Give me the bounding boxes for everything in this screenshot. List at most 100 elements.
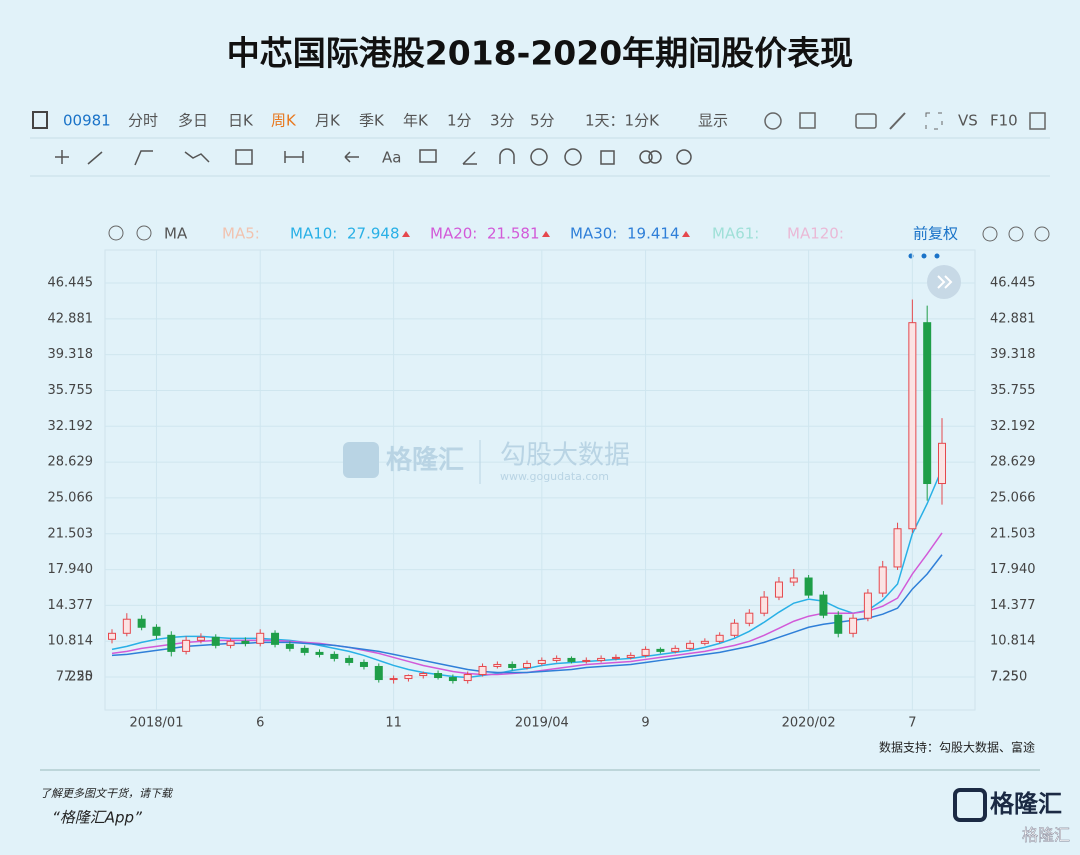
fullscreen-icon[interactable]	[925, 112, 943, 130]
candle-body	[285, 643, 294, 649]
y-tick-label-right: 32.192	[990, 419, 1036, 434]
candle-body	[523, 662, 531, 668]
y-tick-label-right: 17.940	[990, 562, 1036, 577]
candle-body	[908, 322, 917, 530]
delete-tool[interactable]	[600, 150, 615, 165]
legend-value: 21.581	[487, 225, 540, 243]
comment-tool[interactable]	[419, 149, 437, 163]
candle-body	[774, 581, 783, 598]
toolbar-item[interactable]: 分时	[128, 112, 158, 130]
toolbar-item[interactable]: 日K	[228, 112, 254, 130]
toolbar-item[interactable]: 月K	[315, 112, 341, 130]
candle-body	[300, 647, 309, 653]
candle-body	[241, 640, 250, 644]
zoom-out-icon[interactable]	[1008, 226, 1024, 242]
toolbar-item[interactable]: 3分	[490, 112, 515, 130]
lock-tool[interactable]	[530, 148, 548, 166]
candle-body	[582, 659, 591, 662]
promo: 了解更多图文干货，请下载	[40, 787, 174, 800]
ma-faded: MA120:	[787, 225, 844, 243]
legend-arrow	[402, 231, 410, 237]
candle-body	[923, 322, 932, 485]
candle-body	[434, 673, 443, 679]
candle-body	[597, 657, 606, 661]
candle-body	[656, 648, 665, 652]
y-tick-label: 7.25	[64, 670, 93, 685]
x-tick-label: 9	[641, 716, 649, 731]
move-tool[interactable]	[55, 150, 69, 164]
settings-icon[interactable]	[764, 112, 782, 130]
legend-value: 27.948	[347, 225, 400, 243]
scroll-arrow	[937, 275, 953, 289]
panel-icon[interactable]	[1029, 112, 1046, 130]
candle-body	[641, 648, 650, 656]
candle-body	[345, 657, 354, 663]
candle-body	[834, 614, 843, 634]
candle-body	[878, 566, 887, 594]
candle-body	[700, 640, 709, 644]
toolbar-item[interactable]: 1分	[447, 112, 472, 130]
hide-tool[interactable]	[564, 148, 582, 166]
box-icon[interactable]	[799, 112, 816, 129]
toolbar-item[interactable]: 5分	[530, 112, 555, 130]
camera-icon[interactable]	[855, 113, 877, 129]
y-tick-label: 46.445	[48, 276, 94, 291]
candle-body	[211, 636, 220, 646]
close-icon[interactable]	[136, 225, 152, 241]
pen-icon[interactable]	[889, 112, 906, 130]
panel-icon[interactable]	[32, 111, 48, 129]
settings-icon[interactable]	[108, 225, 124, 241]
candle-body	[152, 626, 161, 636]
x-tick-label: 11	[385, 716, 402, 731]
zoom-in-icon[interactable]	[1034, 226, 1050, 242]
candle-body	[271, 632, 280, 645]
y-tick-label-right: 42.881	[990, 311, 1036, 326]
arrow-tool[interactable]	[344, 151, 359, 163]
stock-code[interactable]: 00981	[63, 112, 111, 130]
toolbar-item[interactable]: 季K	[359, 112, 385, 130]
y-tick-label: 17.940	[48, 562, 94, 577]
adjust-toggle[interactable]: 前复权	[913, 225, 958, 243]
candle-body	[404, 675, 413, 680]
y-tick-label: 25.066	[48, 490, 94, 505]
text-tool[interactable]: Aa	[382, 149, 401, 167]
candle-body	[863, 592, 872, 619]
candle-body	[730, 622, 739, 636]
settings-tool[interactable]	[676, 149, 692, 165]
drawing-tools	[55, 148, 692, 166]
watermark-logo	[343, 442, 379, 478]
y-tick-label: 32.192	[48, 419, 94, 434]
undo-icon[interactable]	[982, 226, 998, 242]
watermark-data: 勾股大数据	[500, 441, 630, 471]
ma-faded: MA5:	[222, 225, 260, 243]
y-tick-label-right: 39.318	[990, 347, 1036, 362]
toolbar-item[interactable]: 显示	[698, 112, 728, 130]
candle-body	[256, 632, 265, 644]
toolbar-item[interactable]: VS	[958, 112, 978, 130]
candle-body	[315, 651, 324, 655]
candle-body	[626, 654, 635, 658]
toolbar-item[interactable]: 年K	[403, 112, 429, 130]
wave-tool[interactable]	[184, 151, 210, 163]
angle-tool[interactable]	[462, 151, 477, 165]
magnet-tool[interactable]	[499, 148, 515, 164]
x-tick-label: 2018/01	[129, 716, 183, 731]
measure-tool[interactable]	[284, 151, 304, 163]
toolbar-item[interactable]: F10	[990, 112, 1018, 130]
watermark-brand: 格隆汇	[386, 445, 464, 476]
toolbar-item[interactable]: 1天：1分K	[585, 112, 660, 130]
fib-tool[interactable]	[235, 149, 253, 165]
candle-body	[226, 640, 235, 646]
channel-tool[interactable]	[134, 150, 153, 166]
x-tick-label: 2019/04	[515, 716, 569, 731]
candle-body	[108, 632, 116, 640]
toolbar-item[interactable]: 周K	[271, 112, 297, 130]
toolbar-item[interactable]: 多日	[178, 112, 208, 130]
candle-body	[493, 663, 502, 667]
candle-body	[938, 442, 946, 485]
x-tick-label: 2020/02	[782, 716, 836, 731]
ma-label[interactable]: MA	[164, 225, 188, 243]
line-tool[interactable]	[87, 151, 103, 165]
candle-body	[789, 577, 798, 583]
link-tool[interactable]	[639, 150, 653, 164]
